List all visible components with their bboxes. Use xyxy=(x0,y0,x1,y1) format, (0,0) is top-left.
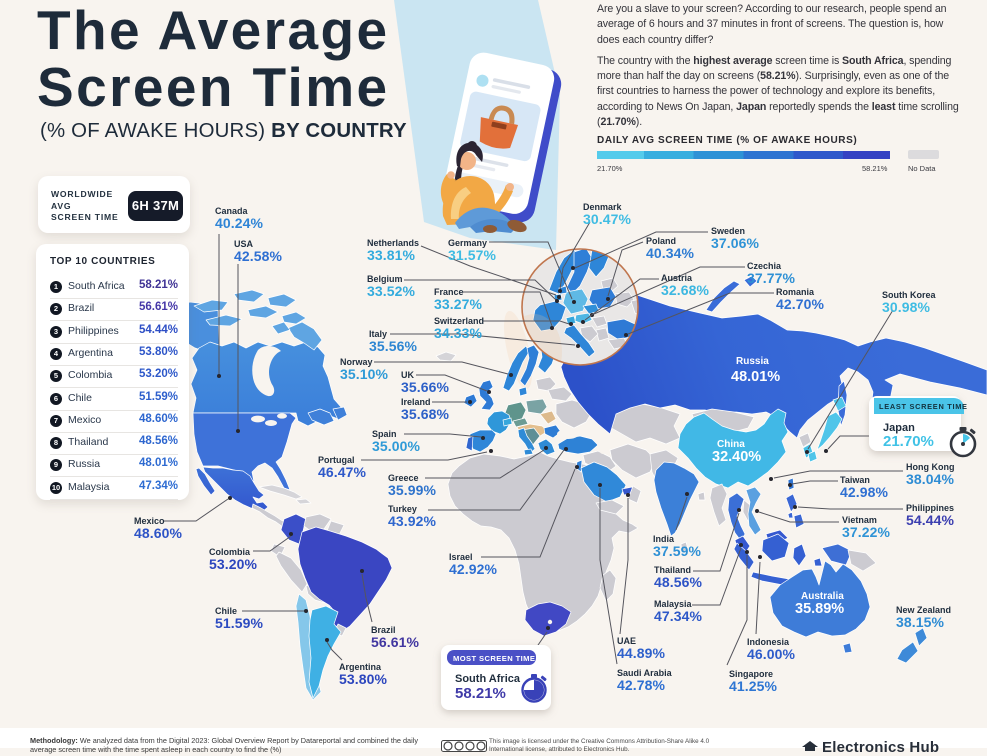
svg-text:Japan: Japan xyxy=(883,422,915,434)
svg-text:48.01%: 48.01% xyxy=(731,369,780,385)
svg-text:21.70%: 21.70% xyxy=(883,433,934,450)
svg-text:35.89%: 35.89% xyxy=(795,601,844,617)
svg-text:China: China xyxy=(717,439,745,450)
svg-text:South Africa: South Africa xyxy=(455,673,521,685)
svg-text:32.40%: 32.40% xyxy=(712,449,761,465)
svg-text:Russia: Russia xyxy=(736,356,769,367)
svg-text:58.21%: 58.21% xyxy=(455,685,506,702)
svg-text:MOST SCREEN TIME: MOST SCREEN TIME xyxy=(453,654,535,663)
svg-text:Australia: Australia xyxy=(801,591,844,602)
svg-text:LEAST SCREEN TIME: LEAST SCREEN TIME xyxy=(879,402,968,411)
